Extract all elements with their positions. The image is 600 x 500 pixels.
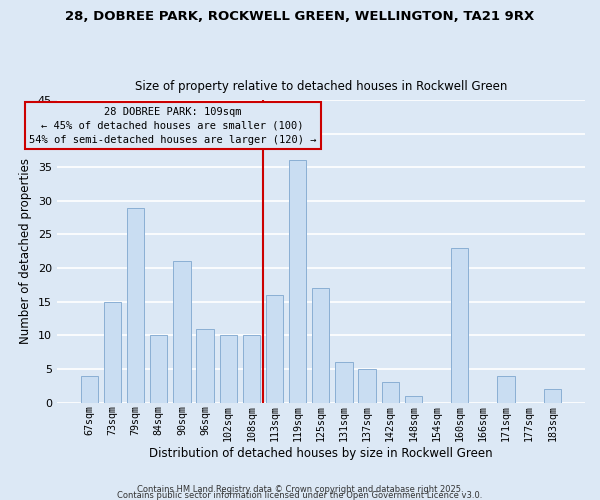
Bar [335, 362, 353, 403]
Bar [544, 389, 561, 402]
Bar [405, 396, 422, 402]
Bar [150, 336, 167, 402]
Text: 28 DOBREE PARK: 109sqm
← 45% of detached houses are smaller (100)
54% of semi-de: 28 DOBREE PARK: 109sqm ← 45% of detached… [29, 106, 316, 144]
Bar [104, 302, 121, 402]
Bar [358, 369, 376, 402]
Bar [220, 336, 237, 402]
Bar [312, 288, 329, 403]
Y-axis label: Number of detached properties: Number of detached properties [19, 158, 32, 344]
Title: Size of property relative to detached houses in Rockwell Green: Size of property relative to detached ho… [134, 80, 507, 92]
X-axis label: Distribution of detached houses by size in Rockwell Green: Distribution of detached houses by size … [149, 447, 493, 460]
Bar [289, 160, 307, 402]
Bar [196, 328, 214, 402]
Bar [80, 376, 98, 402]
Bar [242, 336, 260, 402]
Bar [382, 382, 399, 402]
Text: 28, DOBREE PARK, ROCKWELL GREEN, WELLINGTON, TA21 9RX: 28, DOBREE PARK, ROCKWELL GREEN, WELLING… [65, 10, 535, 23]
Bar [497, 376, 515, 402]
Bar [451, 248, 469, 402]
Bar [173, 262, 191, 402]
Bar [266, 295, 283, 403]
Bar [127, 208, 145, 402]
Text: Contains HM Land Registry data © Crown copyright and database right 2025.: Contains HM Land Registry data © Crown c… [137, 484, 463, 494]
Text: Contains public sector information licensed under the Open Government Licence v3: Contains public sector information licen… [118, 490, 482, 500]
